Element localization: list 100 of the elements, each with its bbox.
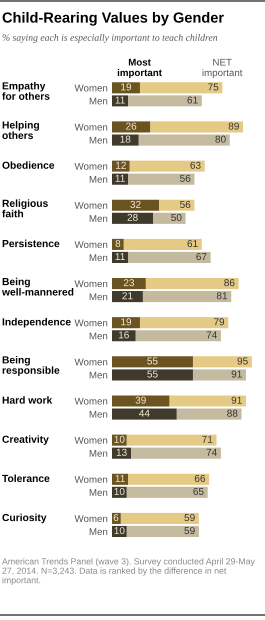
text: Empathy for others [2, 82, 50, 100]
y-tick-label: Women [74, 398, 108, 405]
y-tick-label: Men [90, 410, 108, 418]
text: Creativity [2, 435, 49, 445]
bar [128, 252, 211, 264]
bar [126, 526, 199, 538]
bar [112, 82, 140, 94]
total-label: 80 [215, 136, 226, 143]
text: Hard work [2, 396, 52, 404]
bar [176, 408, 242, 420]
y-tick-label: Women [74, 358, 108, 366]
total-label: 88 [227, 410, 238, 417]
y-tick-label: Men [90, 136, 108, 144]
bar [153, 212, 186, 224]
total-label: 91 [232, 370, 242, 378]
y-tick-label: Men [90, 98, 108, 104]
chart-subtitle: % saying each is especially important to teach children [2, 34, 218, 43]
data-label: 16 [118, 331, 129, 338]
y-tick-label: Women [74, 476, 108, 483]
text: Independence [2, 318, 71, 328]
total-label: 81 [216, 292, 228, 300]
bar [192, 369, 246, 380]
data-label: 19 [121, 83, 132, 91]
data-label: 32 [130, 200, 141, 208]
y-tick-label: Men [90, 254, 108, 262]
bar [112, 212, 154, 224]
total-label: 91 [232, 396, 242, 404]
bar [140, 82, 222, 94]
bar [112, 291, 143, 302]
total-label: 61 [188, 240, 198, 248]
total-label: 65 [193, 488, 204, 496]
bar [146, 278, 239, 290]
data-label: 11 [116, 253, 125, 260]
bar [112, 121, 150, 133]
chart-title: Child-Rearing Values by Gender [2, 12, 224, 26]
text: Being well-mannered [2, 278, 74, 296]
data-label: 55 [147, 370, 158, 378]
data-label: 28 [128, 214, 138, 221]
bar [131, 448, 221, 459]
y-tick-label: Men [90, 372, 108, 379]
bar [140, 317, 228, 328]
bar [192, 356, 252, 368]
text: Obedience [2, 161, 54, 169]
data-label: 55 [147, 358, 158, 365]
data-label: 18 [120, 136, 130, 143]
y-tick-label: Women [74, 84, 108, 92]
y-tick-label: Women [74, 241, 108, 248]
text: Curiosity [2, 514, 46, 524]
y-tick-label: Men [90, 332, 108, 340]
total-label: 59 [184, 514, 195, 522]
bar [130, 160, 205, 172]
bar [112, 369, 193, 380]
y-tick-label: Men [90, 489, 108, 496]
data-label: 26 [126, 122, 136, 130]
text: American Trends Panel (wave 3). Survey conducted April 29-May 27, 2014. N=3,243. Data is ranked by the difference in net important. [2, 558, 255, 586]
series-label: Most important [118, 58, 162, 78]
bar [126, 434, 217, 446]
y-tick-label: Women [74, 280, 108, 288]
data-label: 21 [122, 292, 133, 300]
bar [128, 474, 210, 485]
bar [112, 317, 140, 328]
data-label: 6 [114, 514, 118, 522]
total-label: 79 [214, 318, 224, 326]
bar [120, 512, 199, 524]
total-label: 56 [180, 200, 190, 208]
total-label: 63 [190, 162, 201, 169]
data-label: 10 [114, 488, 125, 496]
bar [112, 134, 138, 146]
total-label: 89 [228, 122, 239, 130]
bar [112, 278, 146, 290]
y-tick-label: Men [90, 450, 108, 457]
bar [150, 121, 244, 133]
data-label: 44 [139, 410, 150, 417]
y-tick-label: Men [90, 293, 108, 300]
bar [112, 356, 193, 368]
data-label: 8 [116, 240, 120, 248]
total-label: 50 [171, 214, 182, 221]
bar [159, 200, 194, 211]
bar [112, 408, 177, 420]
bar [136, 330, 221, 342]
bar [112, 238, 124, 250]
data-label: 11 [116, 474, 125, 482]
data-label: 11 [116, 96, 125, 104]
y-tick-label: Women [74, 202, 108, 209]
total-label: 59 [184, 527, 195, 534]
bar [138, 134, 230, 146]
text: Persistence [2, 240, 60, 248]
text: Religious faith [2, 199, 48, 218]
y-tick-label: Women [74, 162, 108, 170]
y-tick-label: Women [74, 436, 108, 444]
total-label: 66 [194, 474, 206, 482]
y-tick-label: Women [74, 124, 108, 131]
total-label: 75 [208, 84, 218, 91]
bar [124, 238, 202, 250]
data-label: 11 [116, 174, 125, 182]
total-label: 74 [206, 448, 217, 456]
bar [169, 395, 246, 407]
text: Helping others [2, 121, 39, 140]
total-label: 95 [238, 357, 248, 365]
total-label: 61 [188, 96, 198, 104]
